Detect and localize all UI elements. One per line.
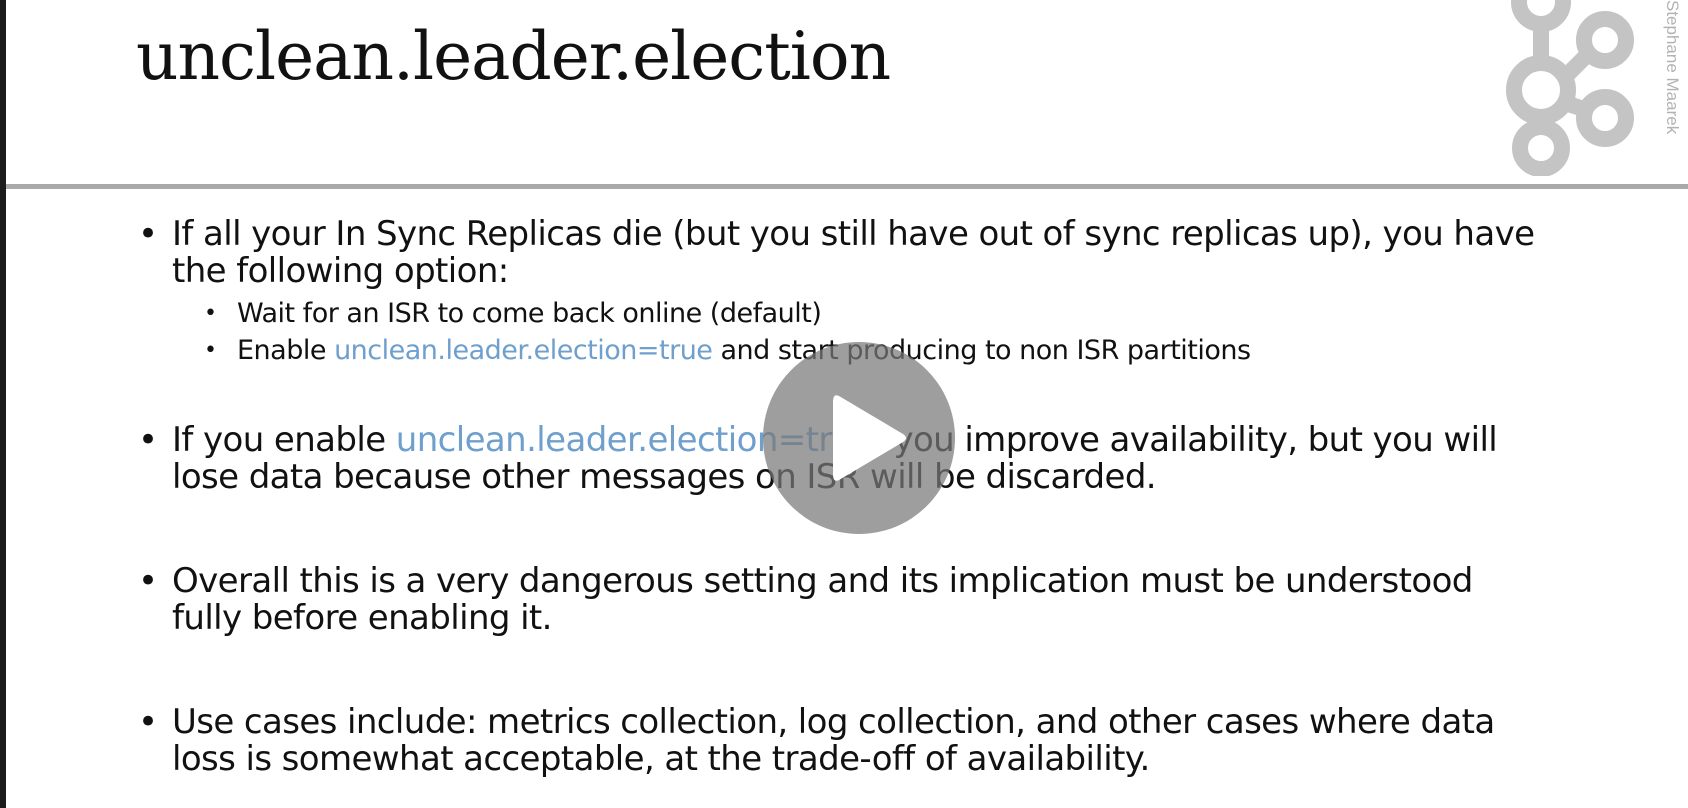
author-watermark: Stephane Maarek [1663,0,1682,135]
bullet-line: loss is somewhat acceptable, at the trad… [172,739,1150,779]
kafka-logo-icon [1506,0,1634,176]
bullet-dot: • [138,214,158,254]
sub-bullet-post: and start producing to non ISR partition… [712,335,1252,366]
bullet-line: the following option: [172,251,509,291]
video-play-button[interactable] [763,342,955,534]
bullet-dangerous-setting: • Overall this is a very dangerous setti… [138,563,1568,637]
sub-bullet-text: Wait for an ISR to come back online (def… [237,298,822,329]
sub-bullet-wait-isr: • Wait for an ISR to come back online (d… [204,297,1584,331]
bullet-dot: • [138,420,158,460]
header-divider [6,184,1688,189]
play-icon [833,395,906,481]
bullet-line: Overall this is a very dangerous setting… [172,561,1473,601]
bullet-pre: If you enable [172,420,396,460]
bullet-isr-die: • If all your In Sync Replicas die (but … [138,216,1568,290]
slide-title: unclean.leader.election [136,18,891,95]
bullet-line: Use cases include: metrics collection, l… [172,702,1495,742]
sub-bullet-dot: • [204,338,217,363]
bullet-dot: • [138,561,158,601]
bullet-use-cases: • Use cases include: metrics collection,… [138,704,1568,778]
bullet-line: If all your In Sync Replicas die (but yo… [172,214,1535,254]
bullet-line: lose data because other messages on ISR … [172,457,1157,497]
slide: unclean.leader.election Stephane Maarek … [6,0,1688,808]
bullet-dot: • [138,702,158,742]
sub-bullet-pre: Enable [237,335,335,366]
bullet-post: , you improve availability, but you will [873,420,1498,460]
sub-bullet-dot: • [204,301,217,326]
bullet-line: fully before enabling it. [172,598,552,638]
sub-bullet-enable-unclean: • Enable unclean.leader.election=true an… [204,334,1584,368]
bullet-enable-unclean: • If you enable unclean.leader.election=… [138,422,1568,496]
sub-bullet-text: Enable unclean.leader.election=true and … [237,334,1584,368]
config-key-code: unclean.leader.election=true [334,335,713,366]
